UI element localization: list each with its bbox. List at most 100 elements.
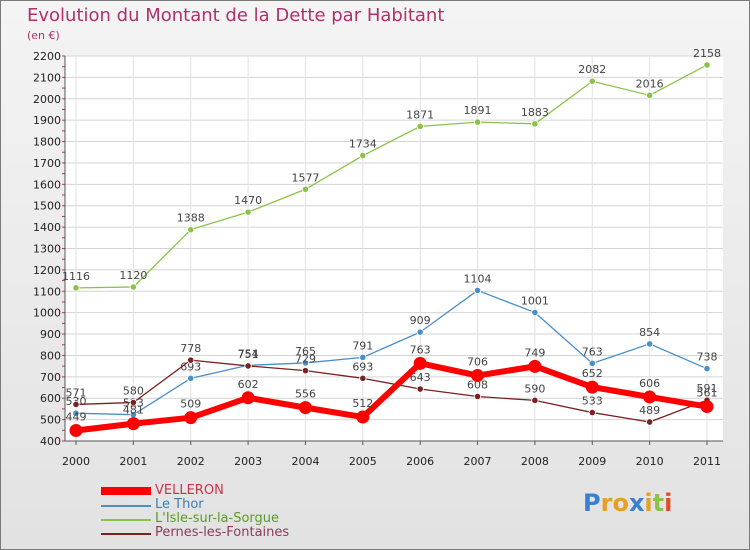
- data-point-pernes-les-fontaines: [416, 385, 424, 393]
- data-point-pernes-les-fontaines: [473, 392, 482, 401]
- data-point-le-thor: [187, 374, 195, 382]
- data-label-l-isle-sur-la-sorgue: 1891: [464, 104, 492, 117]
- data-point-pernes-les-fontaines: [531, 396, 539, 404]
- data-label-pernes-les-fontaines: 571: [66, 386, 87, 399]
- y-tick-label: 900: [40, 328, 61, 341]
- chart-title: Evolution du Montant de la Dette par Hab…: [27, 5, 445, 26]
- data-label-l-isle-sur-la-sorgue: 1116: [62, 270, 90, 283]
- data-point-le-thor: [301, 359, 310, 367]
- data-label-l-isle-sur-la-sorgue: 1734: [349, 138, 377, 151]
- data-point-l-isle-sur-la-sorgue: [129, 283, 137, 291]
- brand-letter: x: [628, 489, 645, 517]
- data-point-le-thor: [646, 340, 654, 348]
- data-label-l-isle-sur-la-sorgue: 1388: [177, 212, 205, 225]
- data-label-le-thor: 909: [410, 314, 431, 327]
- legend-label-isle-sur-la-sorgue: L'Isle-sur-la-Sorgue: [155, 511, 280, 526]
- data-label-velleron: 606: [639, 377, 660, 390]
- x-tick-label: 2011: [693, 455, 721, 468]
- data-label-l-isle-sur-la-sorgue: 2158: [693, 47, 721, 60]
- data-point-l-isle-sur-la-sorgue: [187, 226, 195, 234]
- data-label-velleron: 512: [352, 397, 373, 410]
- data-label-le-thor: 754: [238, 347, 259, 360]
- data-point-l-isle-sur-la-sorgue: [531, 120, 539, 128]
- data-point-pernes-les-fontaines: [646, 418, 654, 426]
- y-tick-label: 2200: [33, 50, 61, 63]
- data-point-velleron: [298, 401, 312, 415]
- x-tick-label: 2007: [464, 455, 492, 468]
- data-label-velleron: 763: [410, 343, 431, 356]
- data-label-velleron: 449: [66, 411, 87, 424]
- data-label-pernes-les-fontaines: 591: [697, 382, 718, 395]
- data-label-le-thor: 1104: [464, 272, 492, 285]
- y-tick-label: 1900: [33, 114, 61, 127]
- data-point-pernes-les-fontaines: [244, 362, 252, 370]
- y-tick-label: 500: [40, 414, 61, 427]
- data-point-velleron: [471, 369, 485, 383]
- data-label-pernes-les-fontaines: 729: [295, 353, 316, 366]
- data-label-pernes-les-fontaines: 533: [582, 395, 603, 408]
- data-point-pernes-les-fontaines: [187, 356, 195, 364]
- x-tick-label: 2001: [119, 455, 147, 468]
- x-tick-label: 2000: [62, 455, 90, 468]
- data-label-pernes-les-fontaines: 489: [639, 404, 660, 417]
- series-line-l-isle-sur-la-sorgue: [75, 64, 708, 289]
- y-tick-label: 1000: [33, 307, 61, 320]
- y-tick-label: 1600: [33, 178, 61, 191]
- data-label-pernes-les-fontaines: 778: [180, 342, 201, 355]
- data-label-pernes-les-fontaines: 643: [410, 371, 431, 384]
- data-point-le-thor: [359, 353, 367, 361]
- y-tick-label: 1500: [33, 200, 61, 213]
- data-label-l-isle-sur-la-sorgue: 1883: [521, 106, 549, 119]
- data-point-l-isle-sur-la-sorgue: [588, 77, 596, 85]
- data-label-velleron: 561: [697, 387, 718, 400]
- data-label-pernes-les-fontaines: 693: [352, 360, 373, 373]
- data-point-velleron: [69, 424, 83, 438]
- y-tick-label: 1100: [33, 285, 61, 298]
- legend-label-velleron: VELLERON: [155, 483, 224, 498]
- data-point-l-isle-sur-la-sorgue: [473, 118, 482, 126]
- brand-letter: r: [600, 489, 613, 517]
- data-point-l-isle-sur-la-sorgue: [72, 284, 80, 292]
- data-point-velleron: [700, 400, 714, 414]
- data-point-l-isle-sur-la-sorgue: [646, 91, 654, 99]
- data-point-pernes-les-fontaines: [129, 398, 137, 407]
- y-tick-label: 800: [40, 349, 61, 362]
- x-tick-label: 2008: [521, 455, 549, 468]
- data-point-le-thor: [588, 359, 596, 367]
- y-tick-label: 1800: [33, 136, 61, 149]
- data-point-velleron: [413, 356, 427, 370]
- data-point-pernes-les-fontaines: [301, 367, 310, 375]
- data-point-le-thor: [72, 409, 80, 417]
- data-label-l-isle-sur-la-sorgue: 1577: [291, 171, 319, 184]
- data-point-l-isle-sur-la-sorgue: [416, 122, 424, 130]
- data-label-velleron: 481: [123, 404, 144, 417]
- data-label-velleron: 652: [582, 367, 603, 380]
- data-point-le-thor: [416, 328, 424, 336]
- x-tick-label: 2003: [234, 455, 262, 468]
- data-label-le-thor: 738: [697, 351, 718, 364]
- data-point-l-isle-sur-la-sorgue: [359, 152, 367, 160]
- y-tick-label: 1400: [33, 221, 61, 234]
- brand-letter: P: [583, 489, 601, 517]
- data-label-le-thor: 763: [582, 345, 603, 358]
- legend-label-le-thor: Le Thor: [155, 497, 204, 512]
- data-label-l-isle-sur-la-sorgue: 1120: [119, 269, 147, 282]
- brand-letter: o: [612, 489, 629, 517]
- data-label-velleron: 749: [524, 346, 545, 359]
- data-point-l-isle-sur-la-sorgue: [703, 61, 711, 69]
- data-point-le-thor: [531, 308, 539, 317]
- data-point-le-thor: [703, 365, 711, 373]
- series-line-pernes-les-fontaines: [75, 359, 708, 423]
- data-point-velleron: [126, 417, 140, 431]
- data-point-pernes-les-fontaines: [359, 374, 367, 382]
- y-tick-label: 1700: [33, 157, 61, 170]
- y-tick-label: 700: [40, 371, 61, 384]
- y-tick-label: 400: [40, 435, 61, 448]
- data-label-l-isle-sur-la-sorgue: 1871: [406, 108, 434, 121]
- data-point-pernes-les-fontaines: [588, 408, 596, 417]
- chart-subtitle: (en €): [27, 29, 60, 42]
- data-point-l-isle-sur-la-sorgue: [301, 185, 310, 193]
- y-tick-label: 2000: [33, 93, 61, 106]
